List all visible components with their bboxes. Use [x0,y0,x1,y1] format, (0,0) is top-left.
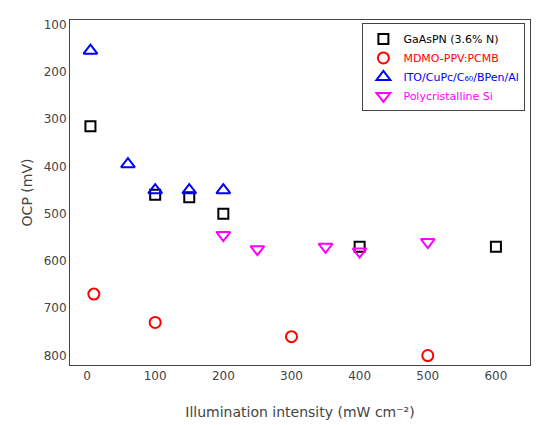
svg-text:GaAsPN (3.6% N): GaAsPN (3.6% N) [403,33,498,46]
svg-text:0: 0 [83,369,91,383]
svg-text:100: 100 [144,369,167,383]
svg-text:Illumination intensity (mW cm⁻: Illumination intensity (mW cm⁻²) [185,404,414,420]
svg-text:300: 300 [44,112,67,126]
svg-text:400: 400 [348,369,371,383]
svg-text:Polycristalline Si: Polycristalline Si [403,90,492,103]
svg-text:600: 600 [44,254,67,268]
svg-text:400: 400 [44,160,67,174]
svg-text:200: 200 [212,369,235,383]
svg-text:OCP (mV): OCP (mV) [19,159,35,227]
svg-text:600: 600 [484,369,507,383]
svg-text:700: 700 [44,301,67,315]
svg-text:800: 800 [44,349,67,363]
svg-text:100: 100 [44,18,67,32]
svg-text:500: 500 [416,369,439,383]
svg-text:200: 200 [44,65,67,79]
svg-text:300: 300 [280,369,303,383]
svg-text:ITO/CuPc/C₆₀/BPen/Al: ITO/CuPc/C₆₀/BPen/Al [403,71,518,84]
svg-text:MDMO-PPV:PCMB: MDMO-PPV:PCMB [403,52,498,65]
svg-text:500: 500 [44,207,67,221]
